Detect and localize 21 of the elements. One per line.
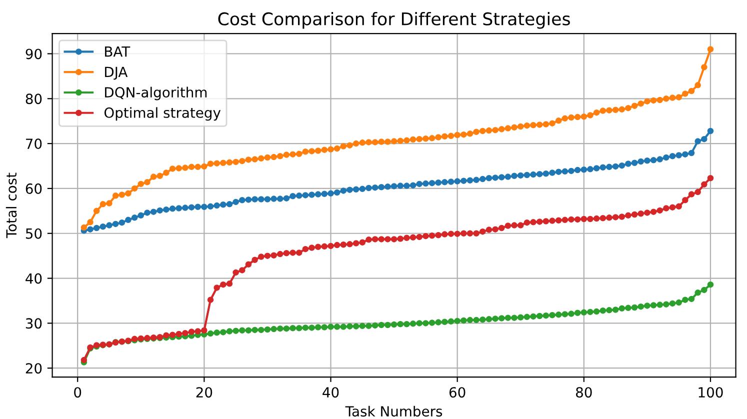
y-tick-label: 60 [26,183,42,194]
y-axis-title: Total cost [6,172,17,238]
legend-label: BAT [105,46,130,57]
x-tick-label: 20 [196,387,212,398]
y-tick-label: 20 [26,363,42,374]
y-tick-label: 70 [26,138,42,150]
x-axis-title: Task Numbers [345,406,442,417]
legend-label: DQN-algorithm [105,86,207,100]
y-tick-label: 40 [26,273,42,284]
x-tick-label: 100 [698,387,723,398]
x-tick-label: 0 [74,387,82,398]
legend-label: Optimal strategy [104,107,221,121]
y-tick-label: 30 [26,318,42,329]
x-tick-label: 80 [576,387,592,398]
legend-label: DJA [105,66,128,80]
y-tick-label: 80 [26,94,42,104]
y-tick-label: 50 [26,228,42,239]
y-tick-label: 90 [26,48,42,60]
chart-title: Cost Comparison for Different Strategies [218,12,570,29]
x-tick-label: 40 [322,387,339,398]
x-tick-label: 60 [449,387,466,398]
